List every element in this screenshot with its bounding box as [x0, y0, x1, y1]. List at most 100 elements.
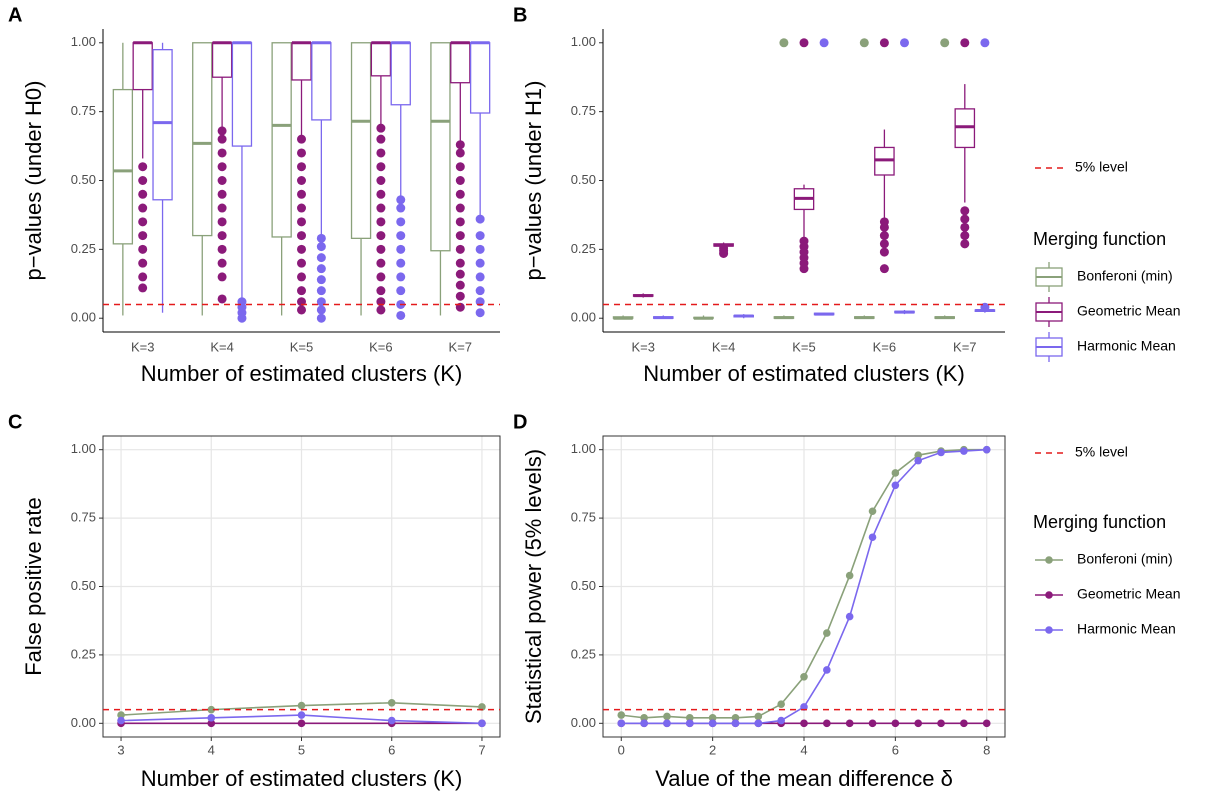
outlier [396, 217, 406, 227]
outlier [475, 286, 485, 296]
outlier [297, 217, 306, 227]
outlier [138, 272, 148, 282]
outlier [217, 203, 227, 213]
outlier [960, 222, 970, 232]
y-tick-label: 0.75 [71, 103, 96, 118]
legend-label: Harmonic Mean [1077, 621, 1176, 637]
outlier [779, 38, 789, 48]
point [868, 719, 877, 728]
x-tick-label: K=7 [953, 339, 977, 354]
outlier [376, 286, 386, 296]
outlier [316, 313, 326, 323]
outlier [316, 305, 326, 315]
outlier [396, 231, 406, 241]
outlier [396, 244, 406, 254]
outlier [376, 305, 386, 315]
outlier [475, 272, 485, 282]
outlier [455, 280, 465, 290]
point [617, 719, 626, 728]
point [207, 714, 216, 722]
point [731, 719, 740, 728]
legend-label: Geometric Mean [1077, 586, 1180, 602]
outlier [297, 258, 306, 268]
box [469, 42, 491, 114]
outlier [396, 310, 406, 320]
point [891, 481, 900, 490]
box [390, 42, 411, 106]
outlier [719, 243, 729, 253]
x-tick-label: 6 [892, 742, 899, 757]
legend-title: Merging function [1033, 512, 1166, 532]
y-tick-label: 0.75 [71, 510, 96, 525]
y-tick-label: 0.25 [71, 241, 96, 256]
outlier [376, 123, 386, 133]
y-tick-label: 0.00 [71, 310, 96, 325]
y-tick-label: 0.00 [571, 715, 596, 730]
point [754, 712, 763, 721]
point [207, 705, 216, 714]
outlier [138, 203, 148, 213]
outlier [455, 231, 465, 241]
outlier [217, 217, 227, 227]
outlier [455, 258, 465, 268]
box [450, 42, 471, 84]
outlier [138, 217, 148, 227]
point [845, 719, 854, 728]
box [211, 42, 233, 78]
outlier [217, 189, 227, 199]
legend-key [1045, 626, 1053, 634]
point [777, 700, 785, 708]
y-tick-label: 1.00 [71, 441, 96, 456]
legend-key [1045, 556, 1053, 564]
point [891, 719, 900, 728]
outlier [960, 214, 970, 224]
y-tick-label: 0.50 [71, 172, 96, 187]
outlier [376, 272, 386, 282]
outlier [819, 38, 829, 48]
point [207, 719, 216, 728]
legend-label: Harmonic Mean [1077, 338, 1176, 354]
point [117, 716, 125, 725]
point [777, 716, 785, 725]
outlier [376, 203, 386, 213]
outlier [455, 291, 465, 301]
point [823, 629, 831, 637]
point [982, 445, 991, 454]
outlier [217, 176, 227, 185]
outlier [960, 38, 970, 48]
outlier [455, 148, 465, 158]
outlier [297, 286, 306, 296]
panel-tag: D [513, 411, 527, 433]
outlier [297, 134, 306, 144]
x-tick-label: K=3 [131, 339, 155, 354]
point [708, 714, 717, 722]
y-tick-label: 0.25 [71, 646, 96, 661]
outlier [376, 148, 386, 158]
outlier [376, 217, 386, 227]
outlier [138, 244, 148, 254]
point [478, 703, 486, 711]
legend-key [1045, 591, 1053, 599]
x-tick-label: K=3 [631, 339, 655, 354]
point [960, 719, 968, 728]
point [640, 719, 648, 728]
outlier [297, 244, 306, 254]
outlier [217, 126, 227, 136]
point [891, 469, 900, 477]
point [663, 719, 671, 728]
y-tick-label: 0.00 [571, 310, 596, 325]
outlier [799, 38, 809, 48]
x-tick-label: 5 [298, 742, 305, 757]
point [845, 612, 854, 621]
outlier [297, 162, 306, 172]
legend-label: 5% level [1075, 159, 1128, 175]
outlier [859, 38, 869, 48]
outlier [138, 176, 148, 185]
point [685, 714, 694, 722]
outlier [217, 272, 227, 282]
outlier [297, 272, 306, 282]
legend-title: Merging function [1033, 229, 1166, 249]
x-tick-label: 8 [983, 742, 990, 757]
x-tick-label: K=6 [873, 339, 897, 354]
outlier [217, 231, 227, 241]
